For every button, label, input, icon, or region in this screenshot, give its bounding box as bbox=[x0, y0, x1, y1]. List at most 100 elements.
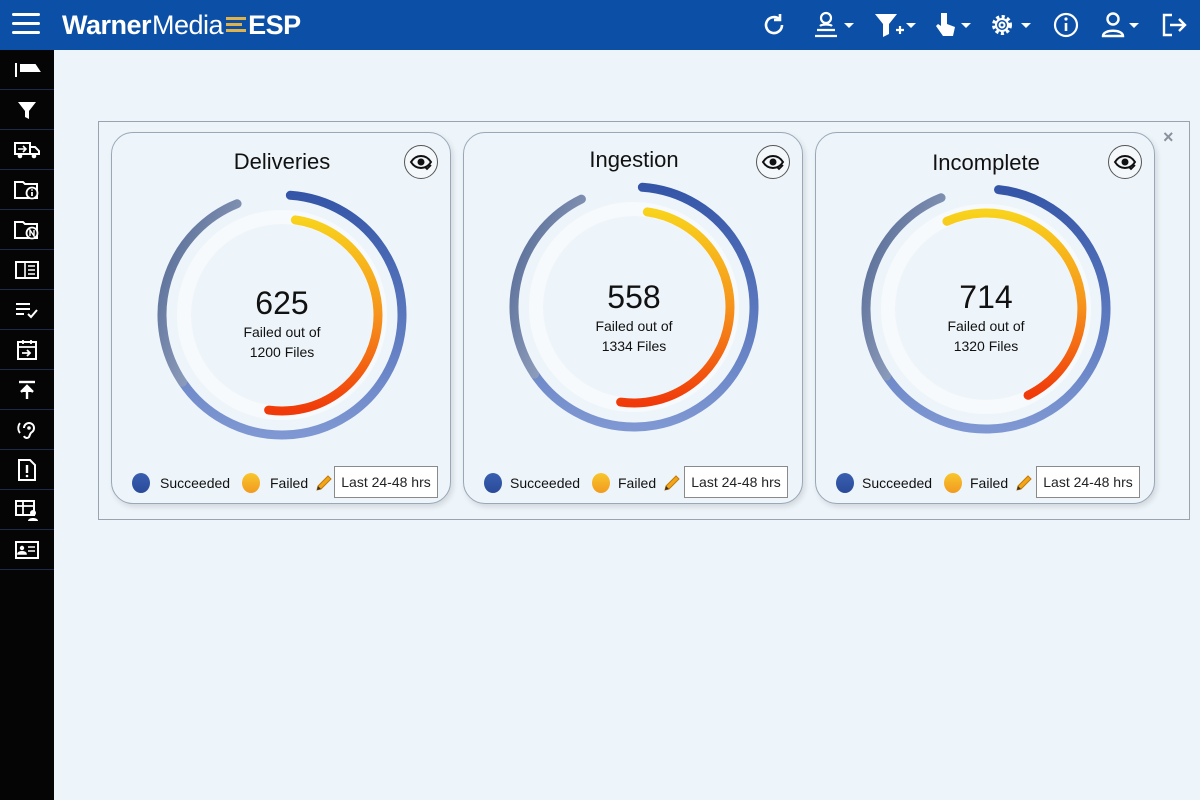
card-deliveries: Deliveries 625 Failed out of 1200 Files … bbox=[111, 132, 451, 504]
failed-arc bbox=[616, 207, 735, 408]
touch-button[interactable] bbox=[932, 8, 974, 42]
sidebar-item-folder-info[interactable] bbox=[0, 170, 54, 210]
sidebar-item-book[interactable] bbox=[0, 250, 54, 290]
time-range-button[interactable]: Last 24-48 hrs bbox=[334, 466, 438, 498]
refresh-icon bbox=[764, 14, 784, 35]
settings-button[interactable] bbox=[988, 8, 1034, 42]
upload-icon bbox=[19, 380, 35, 399]
succeeded-label: Succeeded bbox=[510, 475, 581, 491]
gauge-center: 625 Failed out of 1200 Files bbox=[182, 285, 382, 362]
book-icon bbox=[15, 260, 39, 279]
checklist-icon bbox=[16, 302, 38, 318]
total-files: 1200 Files bbox=[249, 344, 315, 360]
donut-gauge bbox=[509, 182, 759, 432]
succeeded-swatch bbox=[484, 473, 502, 493]
card-ingestion: Ingestion 558 Failed out of 1334 Files S… bbox=[463, 132, 803, 504]
pencil-icon[interactable] bbox=[314, 473, 334, 493]
total-files: 1334 Files bbox=[601, 338, 667, 354]
card-incomplete: Incomplete 714 Failed out of 1320 Files … bbox=[815, 132, 1155, 504]
logout-icon bbox=[1162, 13, 1187, 37]
sidebar-item-delivery[interactable] bbox=[0, 130, 54, 170]
brand-text-warner: Warner bbox=[62, 9, 152, 40]
sidebar bbox=[0, 50, 54, 800]
failed-caption: Failed out of bbox=[243, 324, 321, 340]
brand-text-media: Media bbox=[152, 9, 224, 40]
logout-button[interactable] bbox=[1160, 8, 1188, 42]
menu-icon[interactable] bbox=[12, 13, 40, 35]
user-menu-button[interactable] bbox=[1100, 8, 1142, 42]
touch-icon bbox=[936, 13, 971, 36]
succeeded-arc bbox=[882, 185, 1111, 434]
sidebar-item-id-card[interactable] bbox=[0, 530, 54, 570]
legend: Succeeded Failed Last 24-48 hrs bbox=[484, 463, 794, 498]
total-arc bbox=[861, 193, 946, 381]
failed-swatch bbox=[592, 473, 610, 493]
failed-count: 558 bbox=[607, 279, 661, 315]
brand-text-esp: ESP bbox=[248, 9, 301, 40]
close-icon[interactable]: × bbox=[1163, 127, 1174, 147]
alert-doc-icon bbox=[18, 458, 36, 481]
user-sync-button[interactable] bbox=[812, 8, 856, 42]
info-icon bbox=[1053, 12, 1079, 38]
failed-label: Failed bbox=[270, 475, 309, 491]
time-range-button[interactable]: Last 24-48 hrs bbox=[684, 466, 788, 498]
id-card-icon bbox=[15, 540, 39, 559]
eye-check-icon bbox=[1113, 155, 1137, 171]
total-arc bbox=[509, 194, 586, 379]
sidebar-item-filter[interactable] bbox=[0, 90, 54, 130]
sidebar-item-dashboard[interactable] bbox=[0, 50, 54, 90]
hearing-icon bbox=[17, 421, 35, 439]
truck-icon bbox=[14, 141, 40, 158]
brand-logo: Warner Media ESP bbox=[62, 9, 301, 41]
filter-add-icon bbox=[875, 14, 916, 37]
succeeded-arc bbox=[178, 190, 407, 440]
time-range-button[interactable]: Last 24-48 hrs bbox=[1036, 466, 1140, 498]
sidebar-item-folder-n[interactable] bbox=[0, 210, 54, 250]
folder-n-icon bbox=[14, 220, 39, 239]
table-user-icon bbox=[15, 499, 38, 521]
view-button[interactable] bbox=[1108, 145, 1142, 179]
card-title: Deliveries bbox=[233, 149, 331, 174]
filter-add-button[interactable] bbox=[872, 8, 918, 42]
failed-count: 625 bbox=[255, 285, 309, 321]
total-files: 1320 Files bbox=[953, 338, 1019, 354]
user-icon bbox=[1101, 12, 1139, 38]
failed-swatch bbox=[944, 473, 962, 493]
sidebar-item-table-user[interactable] bbox=[0, 490, 54, 530]
sidebar-item-hearing[interactable] bbox=[0, 410, 54, 450]
view-button[interactable] bbox=[404, 145, 438, 179]
legend: Succeeded Failed Last 24-48 hrs bbox=[836, 463, 1146, 498]
failed-caption: Failed out of bbox=[947, 318, 1025, 334]
dashboard-icon bbox=[15, 62, 41, 77]
failed-caption: Failed out of bbox=[595, 318, 673, 334]
sidebar-item-checklist[interactable] bbox=[0, 290, 54, 330]
filter-icon bbox=[18, 101, 36, 119]
eye-check-icon bbox=[409, 155, 433, 171]
donut-gauge bbox=[157, 190, 407, 440]
gauge-center: 558 Failed out of 1334 Files bbox=[534, 279, 734, 356]
dashboard-panel: × Deliveries 625 Failed out of 1200 File… bbox=[98, 121, 1190, 520]
gauge-center: 714 Failed out of 1320 Files bbox=[886, 279, 1086, 356]
legend: Succeeded Failed Last 24-48 hrs bbox=[132, 463, 442, 498]
pencil-icon[interactable] bbox=[662, 473, 682, 493]
view-button[interactable] bbox=[756, 145, 790, 179]
sidebar-item-alert-doc[interactable] bbox=[0, 450, 54, 490]
failed-label: Failed bbox=[618, 475, 657, 491]
info-button[interactable] bbox=[1052, 8, 1080, 42]
total-arc bbox=[157, 199, 242, 387]
settings-icon bbox=[992, 15, 1031, 35]
top-bar: Warner Media ESP bbox=[0, 0, 1200, 50]
succeeded-label: Succeeded bbox=[160, 475, 231, 491]
succeeded-label: Succeeded bbox=[862, 475, 933, 491]
donut-gauge bbox=[861, 185, 1111, 434]
failed-arc bbox=[264, 215, 383, 416]
sidebar-item-calendar[interactable] bbox=[0, 330, 54, 370]
refresh-button[interactable] bbox=[760, 8, 788, 42]
brand-mark-icon bbox=[226, 14, 247, 36]
eye-check-icon bbox=[761, 155, 785, 171]
failed-swatch bbox=[242, 473, 260, 493]
pencil-icon[interactable] bbox=[1014, 473, 1034, 493]
sidebar-item-upload[interactable] bbox=[0, 370, 54, 410]
failed-count: 714 bbox=[959, 279, 1013, 315]
failed-label: Failed bbox=[970, 475, 1009, 491]
